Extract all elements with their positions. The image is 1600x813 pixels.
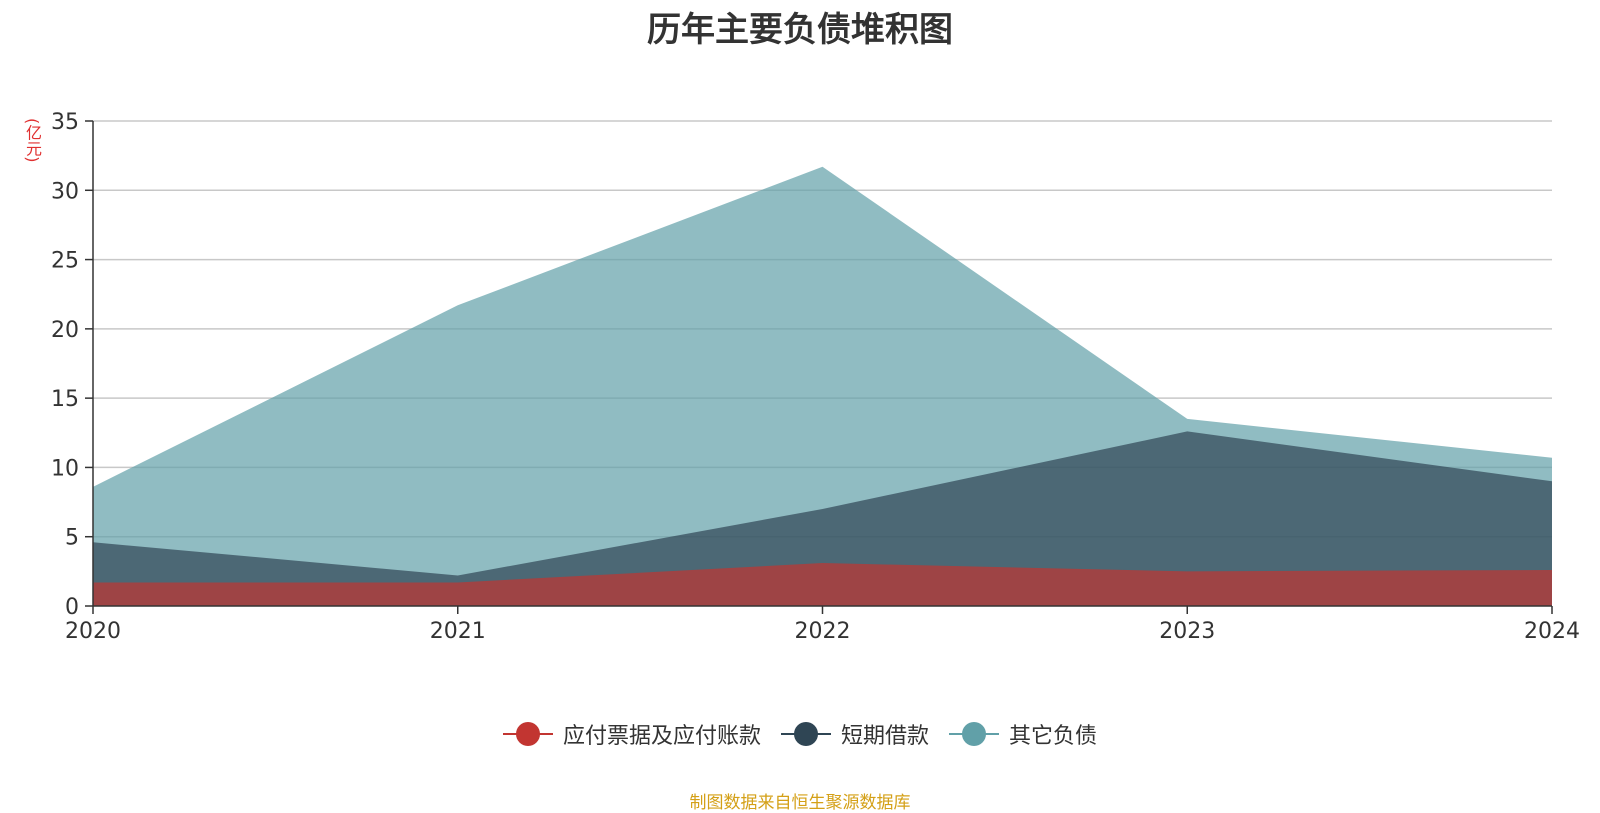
x-tick-label: 2023 bbox=[1159, 619, 1215, 644]
legend-label: 短期借款 bbox=[840, 724, 929, 749]
x-tick-label: 2024 bbox=[1524, 619, 1580, 644]
legend-marker-icon bbox=[780, 722, 831, 746]
x-tick-label: 2020 bbox=[65, 619, 121, 644]
y-tick-label: 15 bbox=[51, 387, 79, 412]
series-area bbox=[93, 431, 1552, 606]
legend-label: 应付票据及应付账款 bbox=[562, 724, 761, 749]
area-chart: 0 5 10 15 20 25 30 35 2020 2021 2022 2023 2024 bbox=[51, 110, 1580, 644]
legend: 应付票据及应付账款 短期借款 其它负债 bbox=[0, 718, 1600, 750]
legend-marker-icon bbox=[949, 722, 999, 746]
y-tick-label: 5 bbox=[65, 526, 79, 551]
source-note: 制图数据来自恒生聚源数据库 bbox=[689, 793, 911, 813]
y-tick-label: 20 bbox=[51, 318, 79, 343]
x-tick-label: 2021 bbox=[430, 619, 486, 644]
legend-item[interactable]: 短期借款 bbox=[780, 718, 929, 750]
legend-item[interactable]: 应付票据及应付账款 bbox=[502, 718, 761, 750]
y-axis-unit-label: (亿元) bbox=[23, 118, 42, 163]
chart-title: 历年主要负债堆积图 bbox=[647, 10, 953, 50]
legend-label: 其它负债 bbox=[1009, 724, 1098, 749]
series-area bbox=[93, 563, 1552, 606]
y-tick-label: 35 bbox=[51, 110, 79, 135]
legend-marker-icon bbox=[502, 722, 553, 746]
axes: 0 5 10 15 20 25 30 35 2020 2021 2022 2023 2024 bbox=[51, 110, 1580, 644]
y-tick-label: 25 bbox=[51, 249, 79, 274]
series-areas bbox=[93, 166, 1552, 606]
y-tick-label: 0 bbox=[65, 595, 79, 620]
legend-item[interactable]: 其它负债 bbox=[949, 718, 1097, 750]
y-tick-label: 30 bbox=[51, 179, 79, 204]
y-tick-label: 10 bbox=[51, 456, 79, 481]
x-tick-label: 2022 bbox=[795, 619, 851, 644]
